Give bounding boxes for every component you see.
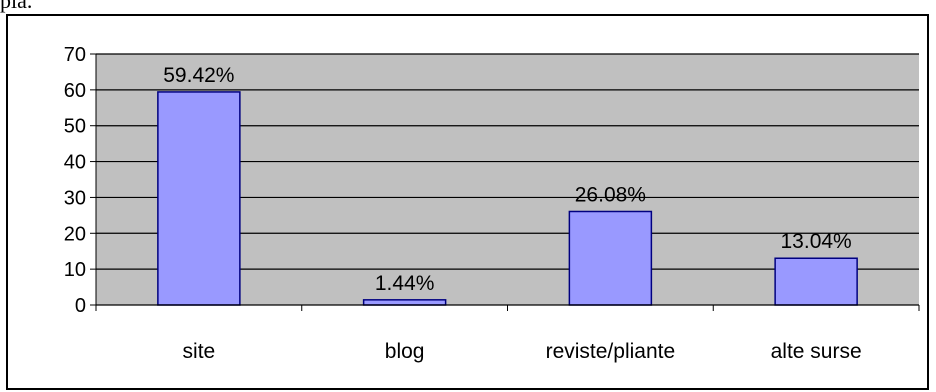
bar-reviste-pliante (568, 210, 653, 306)
clipped-paragraph-text: pla. (0, 0, 33, 13)
y-tick-label: 20 (64, 223, 86, 245)
bar-blog (362, 299, 447, 306)
y-tick-label: 40 (64, 152, 86, 174)
y-tick-label: 60 (64, 80, 86, 102)
bar-site (157, 91, 241, 306)
data-label: 26.08% (575, 183, 646, 206)
y-tick-labels: 0 10 20 30 40 50 60 70 (64, 44, 86, 317)
y-tick-label: 50 (64, 116, 86, 138)
data-label: 1.44% (375, 272, 435, 295)
y-tick-label: 0 (75, 295, 86, 317)
data-label: 13.04% (781, 230, 852, 253)
y-tick-label: 70 (64, 44, 86, 66)
data-labels: 59.42% 1.44% 26.08% 13.04% (163, 64, 851, 295)
x-category-labels: site blog reviste/pliante alte surse (183, 340, 862, 363)
y-tick-label: 30 (64, 187, 86, 209)
x-category-label: blog (385, 340, 425, 363)
bars (157, 91, 858, 306)
bar-alte-surse (774, 257, 858, 306)
x-category-label: reviste/pliante (546, 340, 676, 363)
y-tick-label: 10 (64, 259, 86, 281)
data-label: 59.42% (163, 64, 234, 87)
x-category-label: site (183, 340, 216, 363)
axes (90, 53, 920, 311)
x-category-label: alte surse (771, 340, 862, 363)
